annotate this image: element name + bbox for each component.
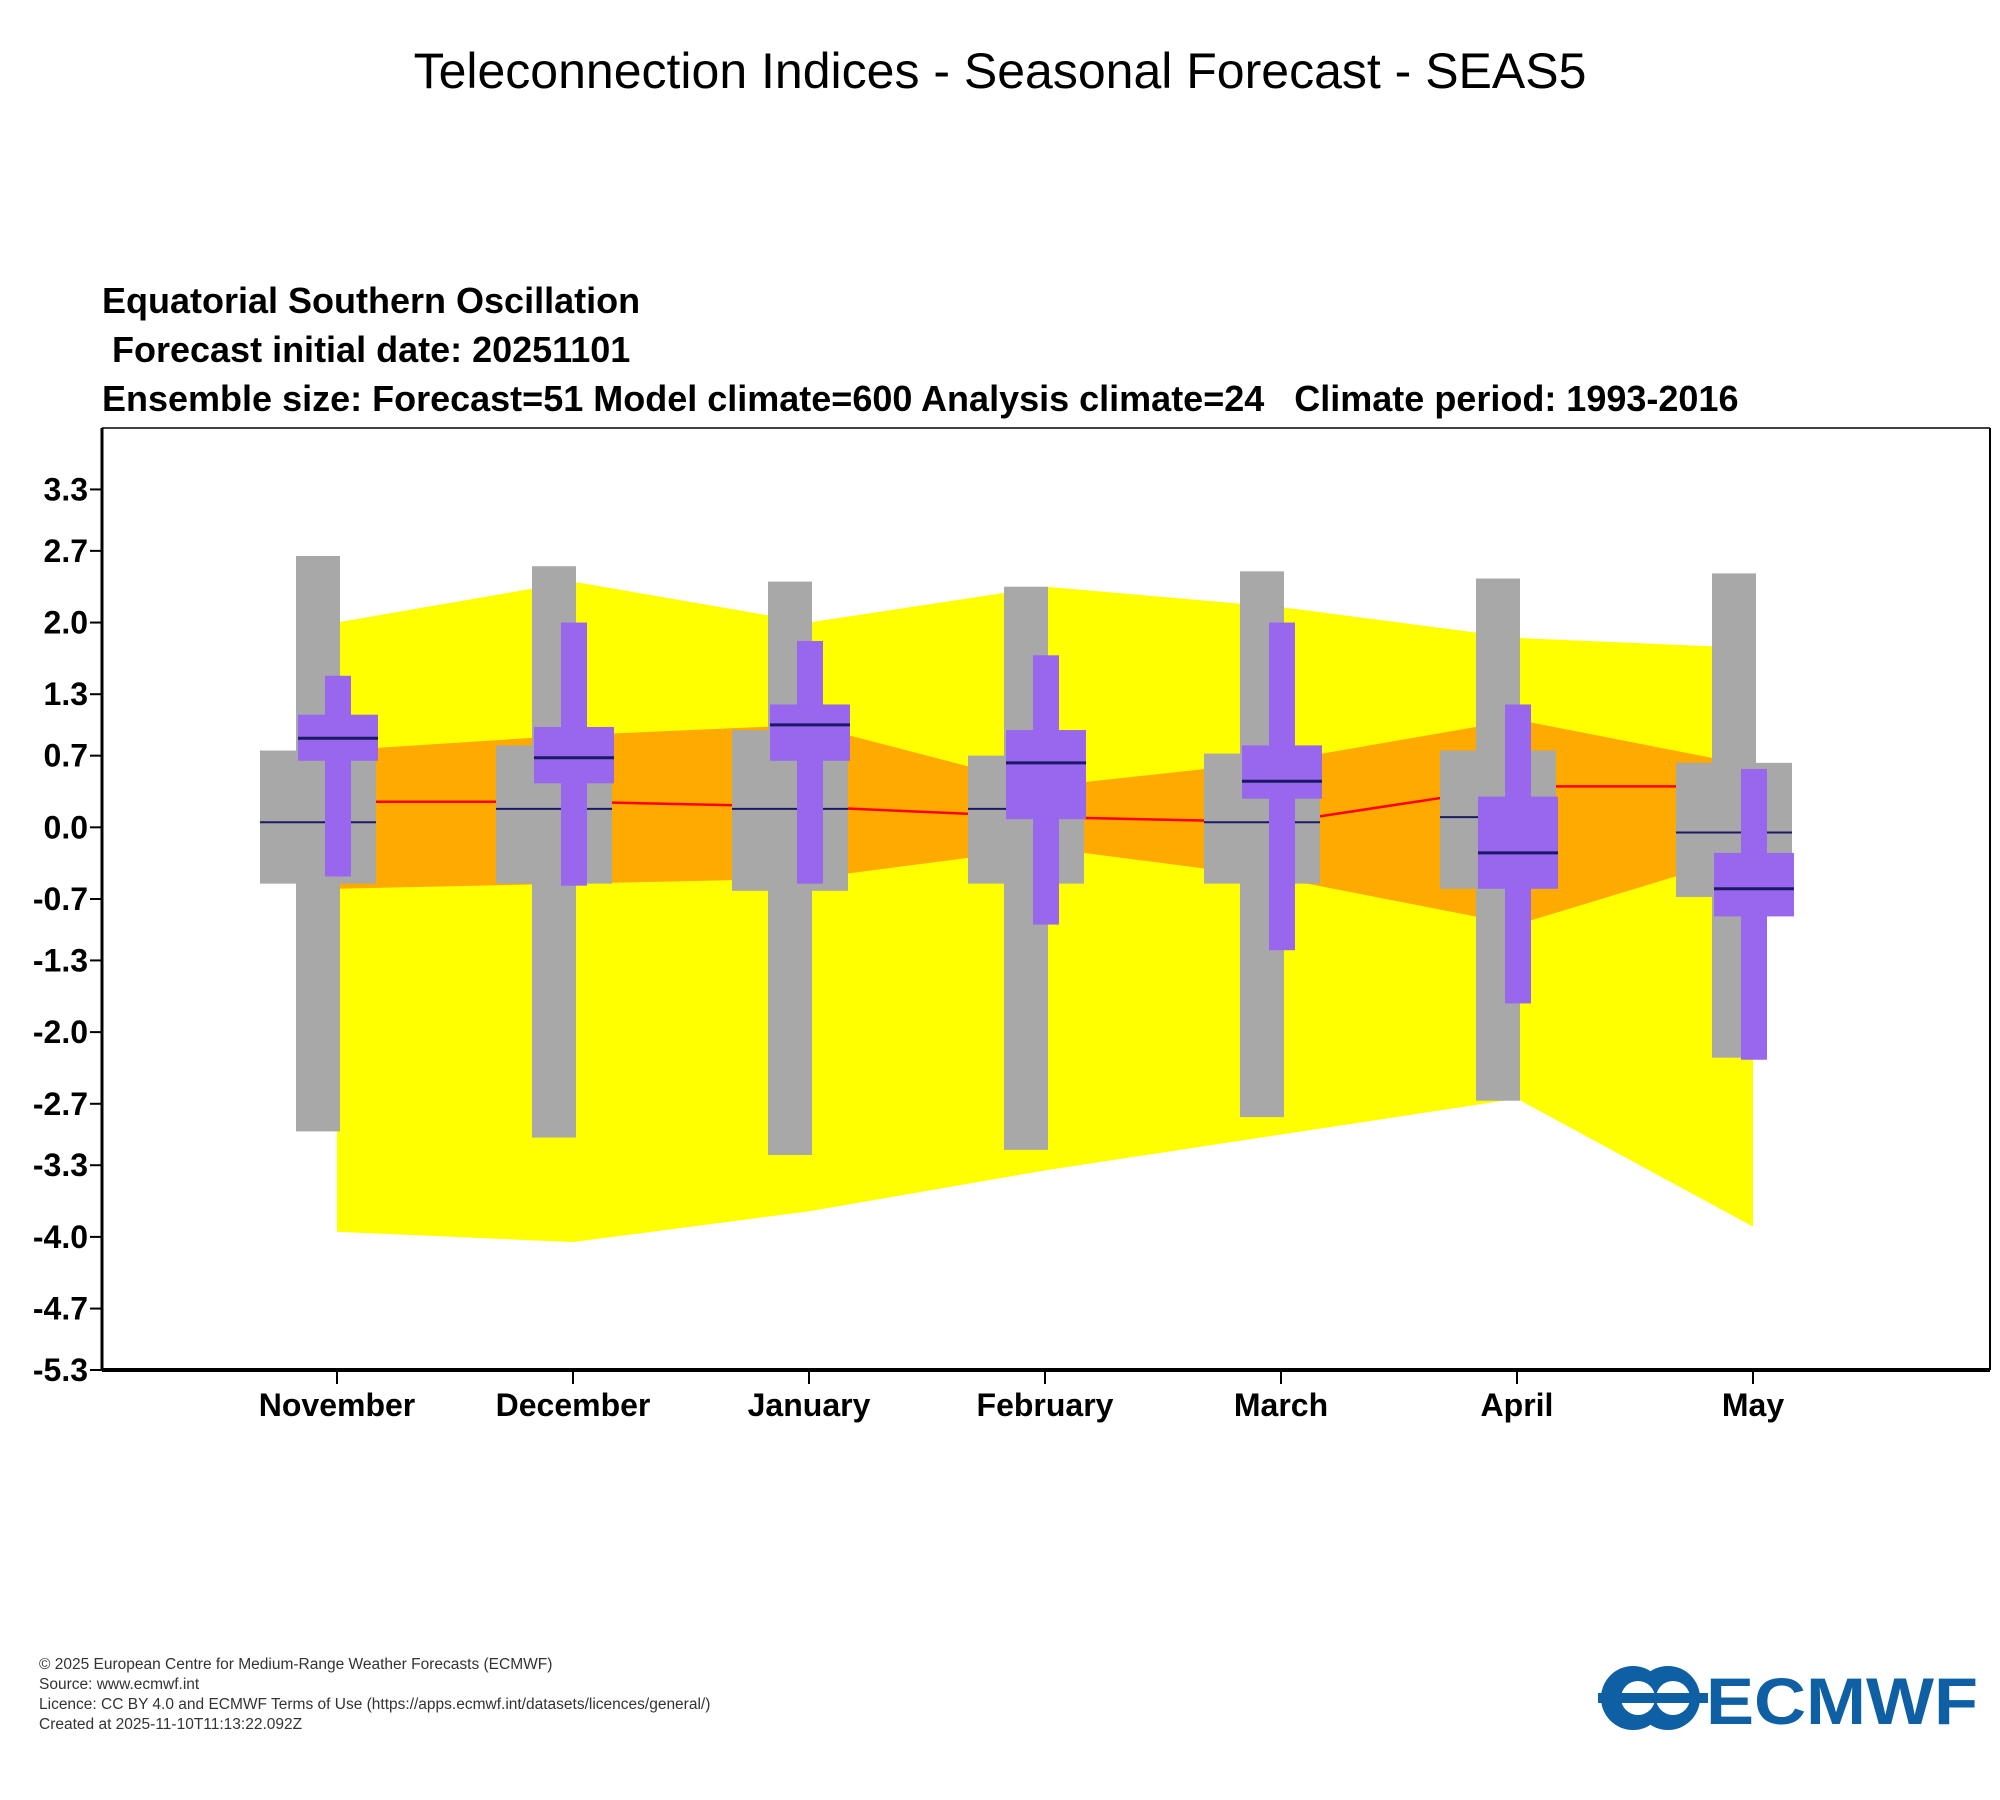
chart-subtitle-line-3: Ensemble size: Forecast=51 Model climate… <box>102 378 1738 419</box>
y-tick-label: 3.3 <box>44 471 88 507</box>
x-tick-label: April <box>1481 1387 1554 1423</box>
x-tick-label: March <box>1234 1387 1328 1423</box>
box-group-december <box>496 566 614 1138</box>
y-tick-label: -5.3 <box>33 1352 88 1388</box>
y-tick-label: 2.0 <box>44 605 88 641</box>
y-tick-label: -3.3 <box>33 1147 88 1183</box>
x-tick-label: January <box>748 1387 871 1423</box>
chart-subtitle-line-1: Equatorial Southern Oscillation <box>102 280 640 321</box>
footer: © 2025 European Centre for Medium-Range … <box>39 1655 710 1735</box>
page-title: Teleconnection Indices - Seasonal Foreca… <box>413 43 1587 99</box>
chart-subtitle-line-2: Forecast initial date: 20251101 <box>102 329 630 370</box>
x-tick-label: December <box>496 1387 651 1423</box>
forecast-box <box>1714 852 1794 917</box>
y-tick-label: -4.0 <box>33 1219 88 1255</box>
forecast-box <box>770 704 850 761</box>
box-group-january <box>732 581 850 1155</box>
model-climate-box <box>260 750 376 884</box>
forecast-whisker <box>325 675 351 877</box>
x-tick-label: May <box>1722 1387 1784 1423</box>
forecast-box <box>534 726 614 784</box>
box-group-november <box>260 555 378 1132</box>
y-tick-label: -1.3 <box>33 942 88 978</box>
footer-copyright: © 2025 European Centre for Medium-Range … <box>39 1656 553 1673</box>
box-group-february <box>968 586 1086 1150</box>
footer-created: Created at 2025-11-10T11:13:22.092Z <box>39 1716 303 1733</box>
y-tick-label: 2.7 <box>44 533 88 569</box>
footer-licence: Licence: CC BY 4.0 and ECMWF Terms of Us… <box>39 1696 711 1713</box>
y-tick-label: 1.3 <box>44 676 88 712</box>
forecast-box <box>1242 745 1322 799</box>
box-group-march <box>1204 571 1322 1118</box>
ecmwf-logo: ECMWF <box>1598 1664 1978 1734</box>
x-tick-label: February <box>977 1387 1114 1423</box>
chart-subtitle: Equatorial Southern Oscillation Forecast… <box>102 280 1738 419</box>
axes: 3.3 2.7 2.0 1.3 0.7 0.0 -0.7 -1.3 -2.0 -2.7 -3.3 -4… <box>33 427 1991 1423</box>
box-plots <box>260 555 1794 1155</box>
forecast-whisker <box>797 640 823 884</box>
forecast-box <box>1478 796 1558 889</box>
ecmwf-logo-icon <box>1598 1666 1708 1730</box>
y-tick-label: -0.7 <box>33 881 88 917</box>
x-tick-label: November <box>259 1387 416 1423</box>
box-group-april <box>1440 578 1558 1101</box>
y-tick-label: 0.7 <box>44 738 88 774</box>
ecmwf-logo-text: ECMWF <box>1706 1664 1978 1734</box>
footer-source: Source: www.ecmwf.int <box>39 1676 200 1693</box>
y-tick-label: 0.0 <box>44 809 88 845</box>
y-tick-label: -2.7 <box>33 1086 88 1122</box>
y-tick-label: -2.0 <box>33 1014 88 1050</box>
box-group-may <box>1676 573 1794 1060</box>
forecast-box <box>1006 730 1086 820</box>
y-tick-label: -4.7 <box>33 1291 88 1327</box>
